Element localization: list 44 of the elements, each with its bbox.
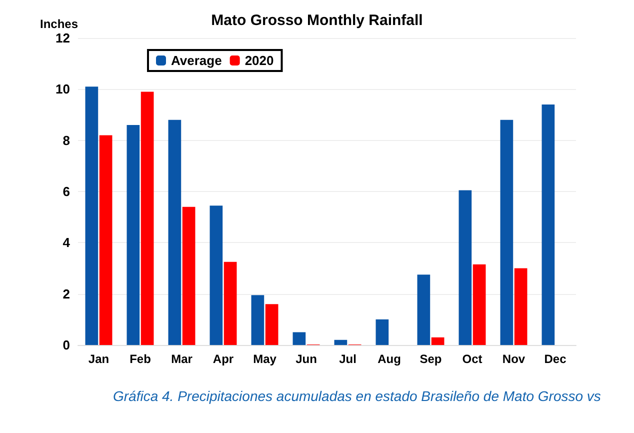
bar bbox=[210, 206, 223, 345]
bar bbox=[472, 264, 486, 345]
y-tick-label: 12 bbox=[56, 30, 70, 46]
x-tick-label: Oct bbox=[462, 352, 482, 366]
bar bbox=[126, 124, 140, 345]
x-tick-label: Jan bbox=[88, 352, 110, 366]
bar bbox=[458, 190, 472, 345]
y-tick-label: 4 bbox=[62, 235, 71, 250]
y-tick-label: 10 bbox=[56, 82, 70, 97]
x-tick-label: Nov bbox=[502, 352, 526, 366]
y-tick-label: 0 bbox=[62, 338, 70, 352]
x-tick-label: Apr bbox=[212, 352, 234, 366]
bar bbox=[182, 206, 196, 345]
bar bbox=[265, 304, 278, 345]
y-tick-label: 6 bbox=[62, 184, 70, 199]
bar bbox=[251, 295, 264, 345]
y-tick-label: 2 bbox=[62, 286, 70, 302]
x-tick-label: May bbox=[253, 352, 277, 366]
bar bbox=[334, 340, 348, 345]
legend-label: 2020 bbox=[244, 53, 274, 68]
chart-title: Mato Grosso Monthly Rainfall bbox=[211, 12, 423, 29]
x-tick-label: Jun bbox=[296, 352, 317, 366]
bar bbox=[376, 319, 389, 345]
text: Gráfica 4. Precipitaciones acumuladas en estado Brasileño de Mato Grosso vs bbox=[113, 388, 601, 404]
x-tick-label: Aug bbox=[378, 352, 401, 366]
y-axis-title: Inches bbox=[40, 17, 78, 31]
bar bbox=[224, 262, 237, 345]
x-tick-label: Mar bbox=[171, 352, 193, 366]
bar bbox=[514, 268, 528, 345]
bar bbox=[140, 92, 154, 345]
bar bbox=[417, 274, 430, 345]
x-tick-label: Jul bbox=[339, 352, 356, 366]
x-tick-label: Dec bbox=[544, 352, 567, 366]
bar bbox=[99, 135, 112, 345]
x-tick-label: Feb bbox=[130, 352, 151, 366]
bar bbox=[168, 120, 182, 345]
bar bbox=[431, 337, 444, 345]
y-tick-label: 8 bbox=[62, 132, 70, 148]
bar bbox=[85, 86, 98, 345]
bar bbox=[500, 120, 514, 345]
x-tick-label: Sep bbox=[420, 352, 442, 366]
bar bbox=[542, 104, 555, 345]
legend-label: Average bbox=[171, 53, 222, 68]
bar bbox=[292, 332, 306, 345]
